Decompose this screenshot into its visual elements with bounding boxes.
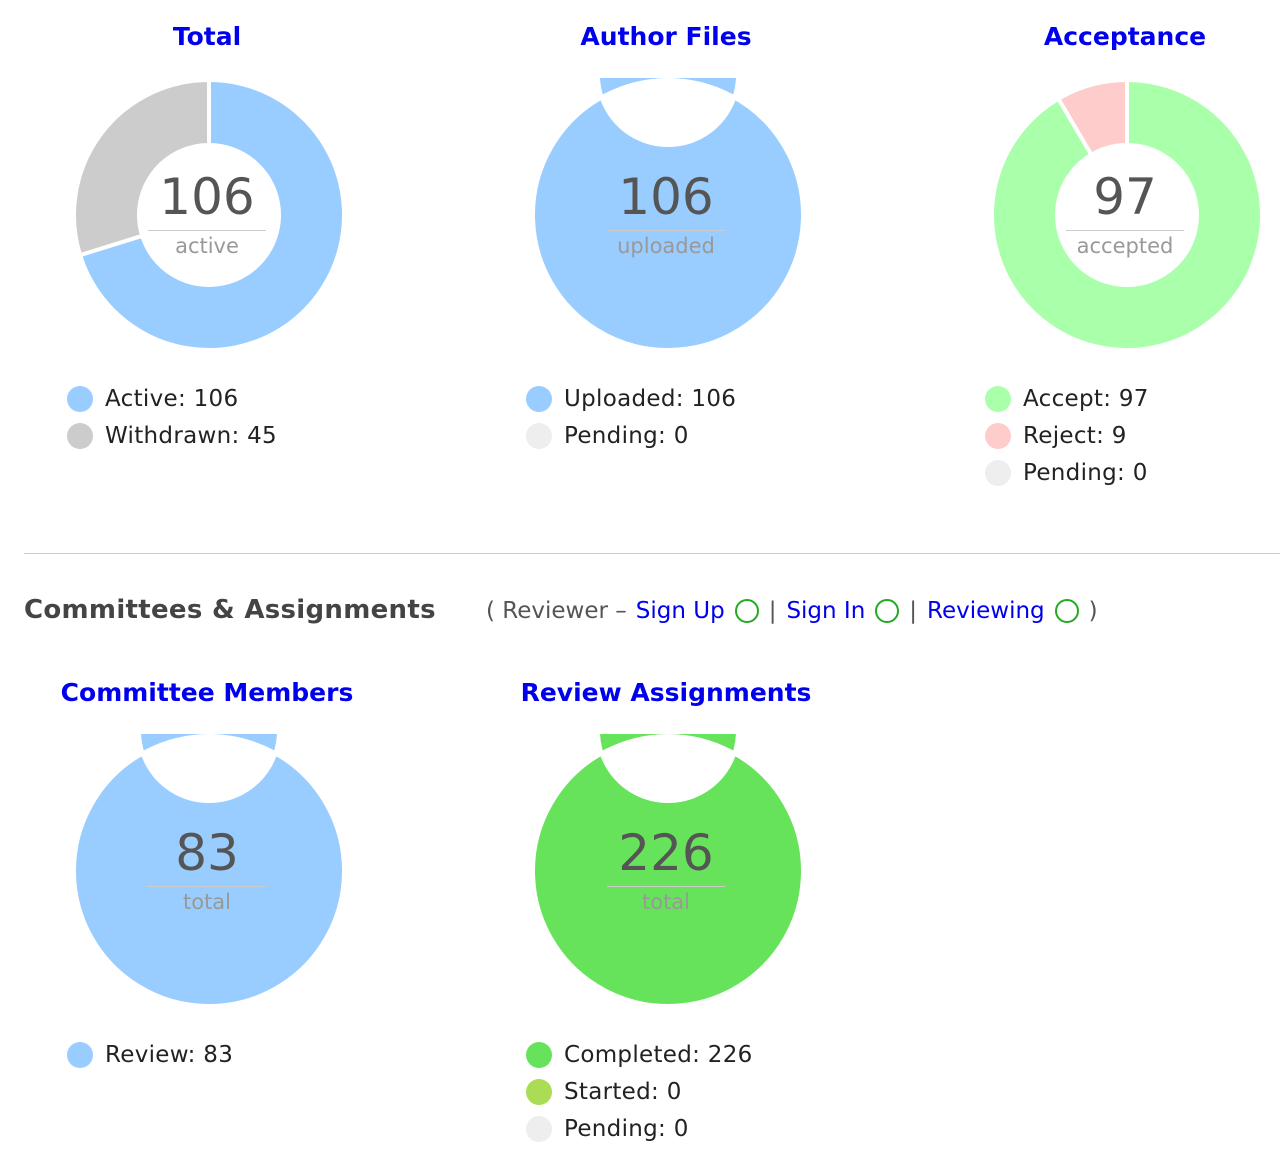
separator: | [768,598,777,624]
legend-item: Completed: 226 [526,1036,753,1073]
center-rule [148,886,266,887]
legend-swatch [526,422,552,449]
legend-label: Pending: 0 [1023,459,1148,486]
donut-slice-uploaded [531,78,805,352]
donut-review-assignments [531,734,805,1008]
legend-swatch [526,1078,552,1105]
center-rule [148,230,266,231]
legend-author-files: Uploaded: 106 Pending: 0 [526,380,736,454]
center-label-acceptance: accepted [1076,234,1174,258]
legend-label: Withdrawn: 45 [105,422,277,449]
legend-item: Started: 0 [526,1073,753,1110]
legend-label: Started: 0 [564,1078,682,1105]
legend-label: Pending: 0 [564,1115,689,1142]
legend-swatch [985,422,1011,449]
center-rule [607,886,725,887]
sign-up-link[interactable]: Sign Up [635,598,725,624]
legend-item: Pending: 0 [526,1110,753,1147]
legend-label: Reject: 9 [1023,422,1127,449]
donut-total [72,78,346,352]
chart-title-review-assignments[interactable]: Review Assignments [520,678,812,707]
chart-title-acceptance[interactable]: Acceptance [1043,22,1207,51]
center-label-review-assignments: total [641,890,691,914]
legend-swatch [985,385,1011,412]
center-value-committee-members: 83 [175,824,239,882]
center-value-acceptance: 97 [1093,168,1157,226]
donut-slice-accept [990,78,1264,352]
donut-slice-reject [1055,78,1129,158]
separator: | [909,598,918,624]
center-value-author-files: 106 [618,168,714,226]
legend-item: Withdrawn: 45 [67,417,277,454]
reviewer-suffix: ) [1088,598,1098,624]
section-title: Committees & Assignments [24,595,436,625]
chart-title-total[interactable]: Total [172,22,242,51]
center-value-review-assignments: 226 [618,824,714,882]
donut-acceptance [990,78,1264,352]
legend-item: Accept: 97 [985,380,1149,417]
legend-swatch [67,422,93,449]
legend-item: Review: 83 [67,1036,233,1073]
chart-title-author-files[interactable]: Author Files [580,22,752,51]
legend-label: Pending: 0 [564,422,689,449]
legend-acceptance: Accept: 97 Reject: 9 Pending: 0 [985,380,1149,491]
center-rule [607,230,725,231]
donut-slice-active [77,78,346,352]
reviewer-status: ( Reviewer – Sign Up | Sign In | Reviewi… [486,598,1098,624]
legend-item: Uploaded: 106 [526,380,736,417]
section-divider [24,553,1280,554]
center-label-author-files: uploaded [617,234,715,258]
legend-swatch [526,1115,552,1142]
sign-in-status-icon [875,599,900,623]
legend-item: Pending: 0 [985,454,1149,491]
legend-item: Active: 106 [67,380,277,417]
reviewing-status-icon [1054,599,1079,623]
legend-committee-members: Review: 83 [67,1036,233,1073]
center-value-total: 106 [159,168,255,226]
legend-swatch [67,385,93,412]
center-label-total: active [175,234,239,258]
legend-swatch [985,459,1011,486]
reviewing-link[interactable]: Reviewing [927,598,1045,624]
legend-swatch [526,385,552,412]
legend-label: Accept: 97 [1023,385,1149,412]
donut-author-files [531,78,805,352]
legend-label: Uploaded: 106 [564,385,737,412]
chart-title-committee-members[interactable]: Committee Members [60,678,354,707]
legend-swatch [526,1041,552,1068]
reviewer-prefix: ( Reviewer – [486,598,627,624]
legend-label: Active: 106 [105,385,239,412]
center-rule [1066,230,1184,231]
donut-committee-members [72,734,346,1008]
donut-slice-review [72,734,346,1008]
center-label-committee-members: total [182,890,232,914]
legend-total: Active: 106 Withdrawn: 45 [67,380,277,454]
legend-label: Review: 83 [105,1041,234,1068]
donut-slice-completed [531,734,805,1008]
sign-up-status-icon [734,599,759,623]
legend-review-assignments: Completed: 226 Started: 0 Pending: 0 [526,1036,753,1147]
legend-item: Pending: 0 [526,417,736,454]
legend-label: Completed: 226 [564,1041,753,1068]
sign-in-link[interactable]: Sign In [786,598,866,624]
donut-slice-withdrawn [72,78,211,258]
legend-swatch [67,1041,93,1068]
legend-item: Reject: 9 [985,417,1149,454]
